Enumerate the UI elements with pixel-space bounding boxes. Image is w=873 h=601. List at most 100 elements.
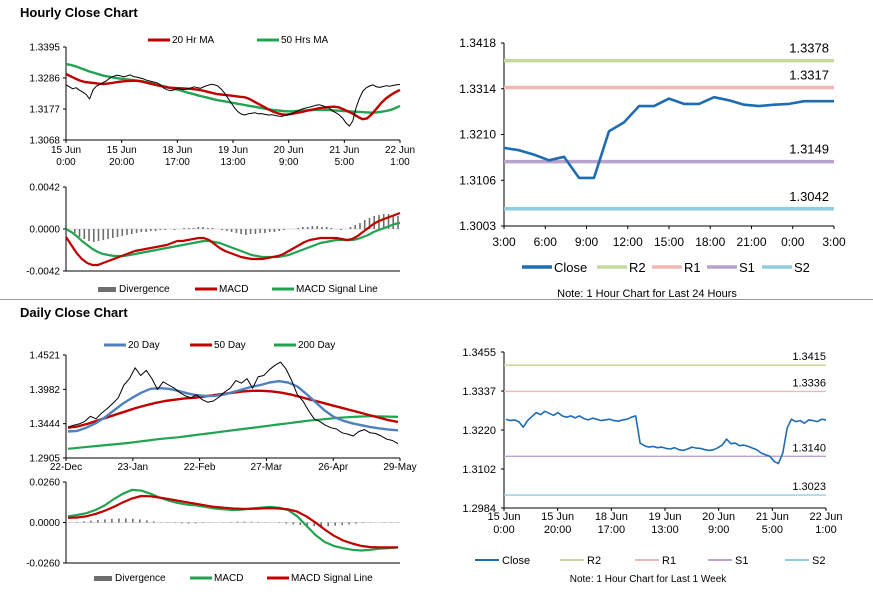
hourly-24h-x-tick-label: 12:00 — [613, 235, 643, 249]
daily-price-x-tick-label: 23-Jan — [118, 462, 149, 473]
hourly-price-y-tick-label: 1.3286 — [29, 74, 60, 85]
daily-1w-x-tick-label: 1:00 — [815, 524, 836, 536]
hourly-24h-x-tick-label: 0:00 — [781, 235, 805, 249]
daily-1w-x-tick-label: 13:00 — [651, 524, 679, 536]
hourly-24h-r1-label: 1.3317 — [789, 68, 829, 83]
hourly-price-x-tick-label: 13:00 — [220, 157, 245, 168]
daily-1w-legend-s2-label: S2 — [812, 555, 825, 567]
hourly-24h-s2-label: 1.3042 — [789, 189, 829, 204]
daily-1w-s1-label: 1.3140 — [792, 442, 826, 454]
hourly-24h-x-tick-label: 3:00 — [492, 235, 516, 249]
daily-legend-macd-signal-label: MACD Signal Line — [291, 573, 373, 584]
daily-1w-legend-close-label: Close — [502, 555, 530, 567]
hourly-price-x-tick-label: 5:00 — [335, 157, 355, 168]
daily-20-day-line — [67, 380, 399, 433]
hourly-macd-y-tick-label: 0.0042 — [29, 183, 60, 194]
hourly-24h-legend-s2-label: S2 — [794, 260, 810, 275]
hourly-24h-r2-label: 1.3378 — [789, 41, 829, 56]
hourly-section-title: Hourly Close Chart — [20, 5, 138, 20]
daily-section-title: Daily Close Chart — [20, 305, 128, 320]
hourly-price-x-tick-label: 9:00 — [279, 157, 299, 168]
hourly-legend-50hrs-ma-label: 50 Hrs MA — [281, 35, 329, 46]
hourly-24h-x-tick-label: 6:00 — [534, 235, 558, 249]
hourly-24h-legend-r1-label: R1 — [684, 260, 701, 275]
daily-1w-legend-s1-label: S1 — [735, 555, 748, 567]
daily-1w-r1-label: 1.3336 — [792, 377, 826, 389]
daily-legend-macd-label: MACD — [214, 573, 243, 584]
daily-1w-x-tick-label: 20 Jun — [702, 511, 735, 523]
daily-price-x-tick-label: 27-Mar — [251, 462, 283, 473]
daily-1w-x-tick-label: 18 Jun — [595, 511, 628, 523]
hourly-price-y-tick-label: 1.3068 — [29, 136, 60, 147]
daily-1w-legend-r1-label: R1 — [662, 555, 676, 567]
hourly-24h-legend-close-label: Close — [554, 260, 587, 275]
hourly-24h-legend-r2-label: R2 — [629, 260, 646, 275]
daily-1w-x-tick-label: 0:00 — [493, 524, 514, 536]
hourly-legend-20hr-ma-label: 20 Hr MA — [172, 35, 215, 46]
daily-price-y-tick-label: 1.4521 — [29, 351, 60, 362]
daily-1w-y-tick-label: 1.2984 — [462, 503, 496, 515]
hourly-24h-x-tick-label: 9:00 — [575, 235, 599, 249]
daily-macd-y-tick-label: 0.0260 — [29, 478, 60, 489]
hourly-24h-x-tick-label: 21:00 — [736, 235, 766, 249]
daily-1w-r2-label: 1.3415 — [792, 351, 826, 363]
daily-legend-20-day-label: 20 Day — [128, 340, 160, 351]
daily-1w-x-tick-label: 21 Jun — [756, 511, 789, 523]
hourly-24h-x-tick-label: 3:00 — [822, 235, 846, 249]
hourly-50hr-ma-line — [65, 62, 401, 114]
hourly-price-x-tick-label: 19 Jun — [218, 145, 248, 156]
daily-price-y-tick-label: 1.2905 — [29, 454, 60, 465]
daily-macd-signal-line — [67, 494, 398, 549]
hourly-price-x-tick-label: 20:00 — [109, 157, 134, 168]
hourly-price-x-tick-label: 21 Jun — [329, 145, 359, 156]
daily-1w-x-tick-label: 5:00 — [762, 524, 783, 536]
daily-legend-200-day-label: 200 Day — [298, 340, 335, 351]
daily-1w-close-line — [505, 410, 827, 465]
hourly-legend-macd-label: MACD — [219, 284, 248, 295]
daily-1w-y-tick-label: 1.3455 — [462, 347, 496, 359]
daily-1w-s2-label: 1.3023 — [792, 481, 826, 493]
daily-price-x-tick-label: 22-Dec — [50, 462, 82, 473]
daily-1w-y-tick-label: 1.3102 — [462, 464, 496, 476]
hourly-price-y-tick-label: 1.3177 — [29, 105, 60, 116]
hourly-macd-y-tick-label: -0.0042 — [26, 267, 60, 278]
daily-1w-x-tick-label: 19 Jun — [648, 511, 681, 523]
hourly-24h-y-tick-label: 1.3003 — [459, 219, 496, 233]
hourly-price-x-tick-label: 1:00 — [390, 157, 410, 168]
hourly-24h-x-tick-label: 18:00 — [695, 235, 725, 249]
daily-1w-y-tick-label: 1.3220 — [462, 425, 496, 437]
daily-1w-x-tick-label: 9:00 — [708, 524, 729, 536]
hourly-price-x-tick-label: 15 Jun — [107, 145, 137, 156]
daily-price-x-tick-label: 29-May — [383, 462, 416, 473]
hourly-24h-y-tick-label: 1.3418 — [459, 36, 496, 50]
hourly-price-line — [65, 74, 401, 127]
daily-1w-y-tick-label: 1.3337 — [462, 386, 496, 398]
hourly-24h-close-line — [503, 95, 834, 180]
section-divider — [0, 299, 873, 300]
hourly-legend-macd-signal-label: MACD Signal Line — [296, 284, 378, 295]
hourly-price-x-tick-label: 0:00 — [56, 157, 76, 168]
daily-price-y-tick-label: 1.3444 — [29, 419, 60, 430]
daily-1w-x-tick-label: 22 Jun — [809, 511, 842, 523]
hourly-24h-legend-s1-label: S1 — [739, 260, 755, 275]
daily-1w-x-tick-label: 20:00 — [544, 524, 572, 536]
daily-price-line — [67, 361, 399, 445]
hourly-macd-y-tick-label: 0.0000 — [29, 225, 60, 236]
daily-1w-x-tick-label: 17:00 — [598, 524, 626, 536]
hourly-price-x-tick-label: 15 Jun — [51, 145, 81, 156]
hourly-24h-y-tick-label: 1.3106 — [459, 173, 496, 187]
hourly-price-x-tick-label: 22 Jun — [385, 145, 415, 156]
daily-legend-divergence-swatch — [94, 576, 112, 581]
hourly-20hr-ma-line — [65, 72, 401, 121]
daily-price-y-tick-label: 1.3982 — [29, 385, 60, 396]
hourly-macd-line — [65, 211, 401, 267]
daily-price-x-tick-label: 22-Feb — [184, 462, 216, 473]
hourly-24h-y-tick-label: 1.3210 — [459, 128, 496, 142]
hourly-24h-x-tick-label: 15:00 — [654, 235, 684, 249]
hourly-price-x-tick-label: 18 Jun — [162, 145, 192, 156]
daily-price-x-tick-label: 26-Apr — [318, 462, 349, 473]
hourly-legend-divergence-label: Divergence — [119, 284, 170, 295]
daily-1w-legend-r2-label: R2 — [587, 555, 601, 567]
hourly-24h-s1-label: 1.3149 — [789, 142, 829, 157]
daily-1w-note: Note: 1 Hour Chart for Last 1 Week — [570, 574, 728, 585]
